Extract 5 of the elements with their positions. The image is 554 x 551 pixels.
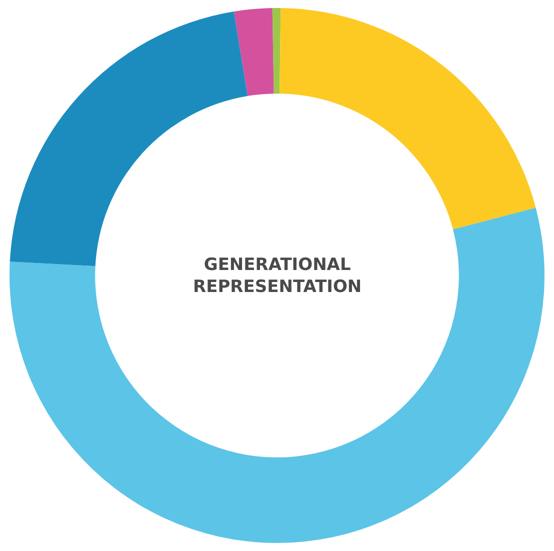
donut-slice	[10, 208, 544, 543]
text: GENERATIONAL REPRESENTATION	[193, 255, 362, 298]
donut-slice	[272, 8, 281, 94]
donut-slice	[280, 8, 536, 230]
donut-slice	[234, 8, 274, 96]
